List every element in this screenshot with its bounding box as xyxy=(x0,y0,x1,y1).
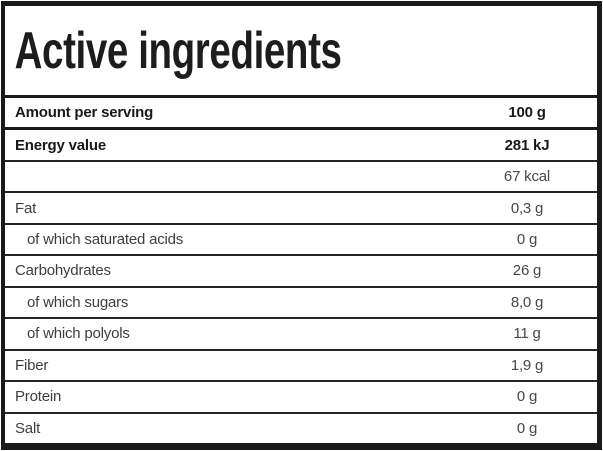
row-value: 281 kJ xyxy=(504,136,550,154)
header-label: Amount per serving xyxy=(15,104,154,122)
row-label: of which saturated acids xyxy=(27,231,184,249)
table-row: of which polyols 11 g xyxy=(5,317,597,348)
table-row: of which saturated acids 0 g xyxy=(5,222,597,254)
row-label: Salt xyxy=(15,419,41,437)
table-row: Carbohydrates 26 g xyxy=(5,254,597,285)
row-label: of which sugars xyxy=(27,293,129,311)
row-label: Fiber xyxy=(15,356,49,374)
table-title-block: Active ingredients xyxy=(5,6,597,98)
table-row: Fat 0,3 g xyxy=(5,191,597,222)
table-row: 67 kcal xyxy=(5,159,597,191)
row-value: 26 g xyxy=(512,262,542,280)
table-header-row: Amount per serving 100 g xyxy=(5,98,597,127)
row-value: 0 g xyxy=(516,231,538,249)
table-row: Protein 0 g xyxy=(5,380,597,411)
row-value: 0 g xyxy=(516,419,538,437)
row-value: 0,3 g xyxy=(510,199,544,217)
row-label: Carbohydrates xyxy=(15,262,111,280)
header-value: 100 g xyxy=(508,104,546,122)
table-rows: Amount per serving 100 g Energy value 28… xyxy=(5,98,597,443)
row-value: 67 kcal xyxy=(503,168,551,186)
table-row: Salt 0 g xyxy=(5,411,597,443)
row-value: 1,9 g xyxy=(510,356,544,374)
row-value: 0 g xyxy=(516,388,538,406)
row-label: Fat xyxy=(15,199,37,217)
table-row: Energy value 281 kJ xyxy=(5,127,597,159)
row-label: of which polyols xyxy=(27,325,130,343)
row-label: Energy value xyxy=(15,136,106,154)
table-row: Fiber 1,9 g xyxy=(5,348,597,380)
table-title: Active ingredients xyxy=(14,21,342,80)
row-value: 11 g xyxy=(513,325,541,343)
table-row: of which sugars 8,0 g xyxy=(5,285,597,317)
row-label: Protein xyxy=(15,388,62,406)
row-value: 8,0 g xyxy=(510,293,544,311)
